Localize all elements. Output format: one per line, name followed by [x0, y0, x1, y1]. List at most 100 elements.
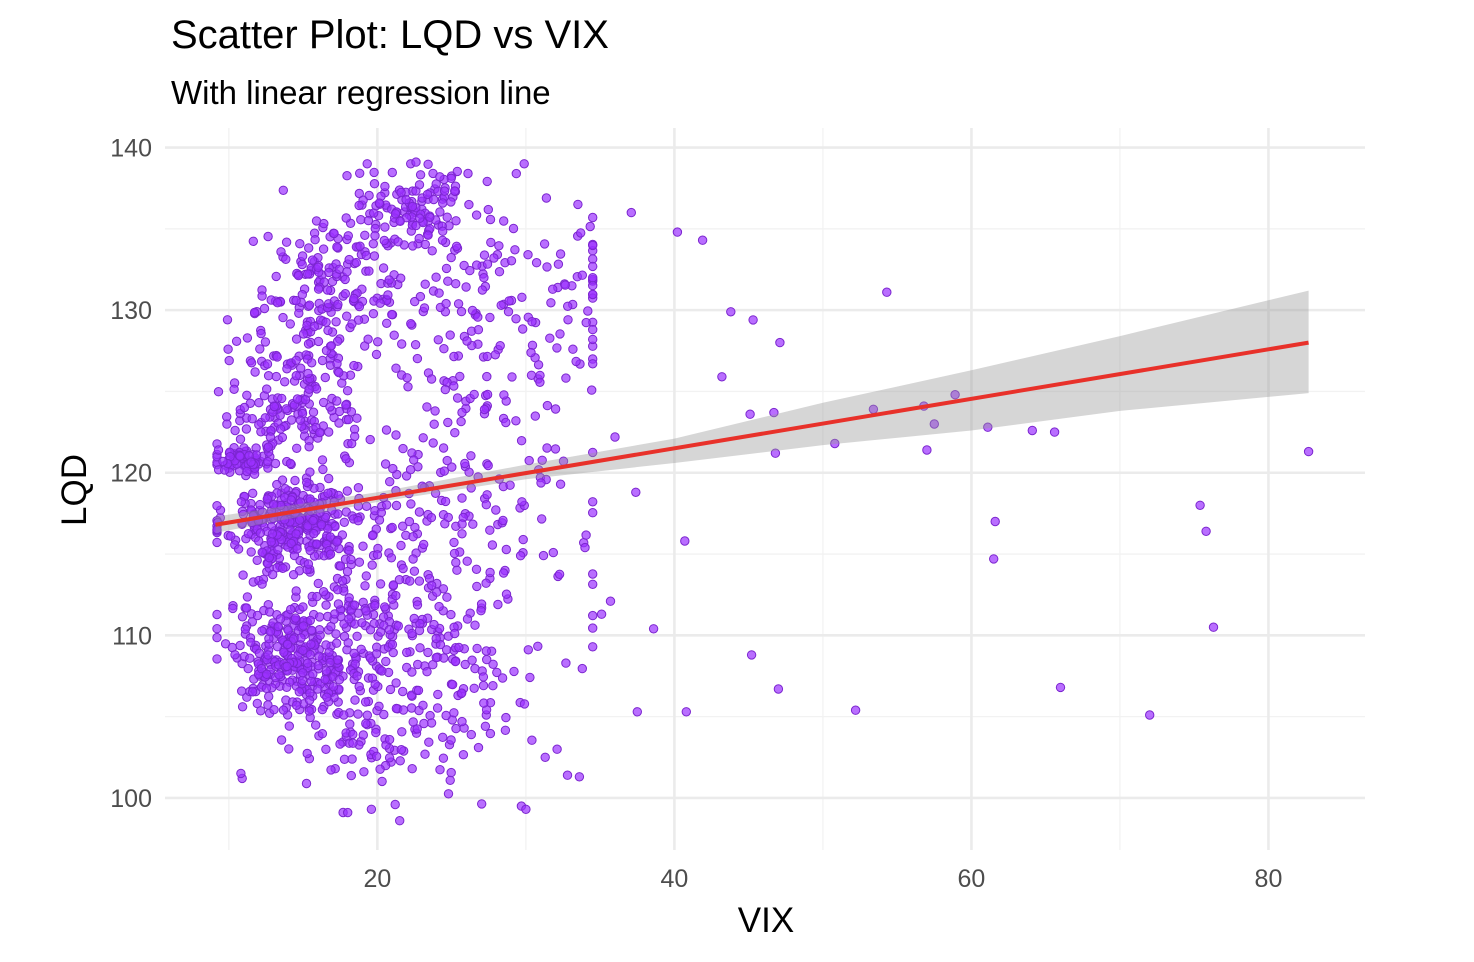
scatter-point	[454, 642, 464, 653]
scatter-point	[255, 499, 265, 510]
scatter-point	[434, 288, 444, 298]
scatter-point	[438, 198, 448, 208]
scatter-point	[371, 649, 382, 659]
scatter-point	[482, 259, 493, 269]
scatter-point	[270, 458, 281, 469]
scatter-point	[271, 371, 281, 382]
scatter-point	[446, 735, 456, 745]
scatter-point	[235, 451, 245, 461]
scatter-point	[265, 627, 276, 637]
scatter-point	[568, 344, 578, 354]
scatter-point	[588, 579, 598, 589]
scatter-point	[325, 532, 335, 542]
scatter-point	[291, 700, 302, 710]
scatter-point	[476, 606, 486, 616]
scatter-point	[314, 612, 325, 622]
scatter-point	[361, 250, 371, 261]
scatter-point	[524, 455, 534, 466]
scatter-point	[331, 629, 341, 639]
scatter-point	[278, 185, 288, 196]
scatter-point	[239, 402, 250, 413]
scatter-point	[457, 529, 467, 539]
scatter-point	[477, 285, 488, 295]
scatter-point	[588, 289, 598, 300]
scatter-point	[298, 645, 308, 656]
scatter-point	[386, 553, 397, 563]
scatter-point	[262, 359, 273, 369]
scatter-point	[212, 501, 222, 511]
scatter-point	[302, 477, 312, 488]
scatter-point	[261, 683, 272, 693]
scatter-point	[305, 467, 315, 477]
scatter-point	[371, 727, 381, 738]
scatter-point	[316, 520, 327, 530]
scatter-point	[553, 259, 564, 269]
scatter-point	[433, 335, 443, 345]
scatter-point	[356, 644, 366, 654]
scatter-point	[354, 557, 365, 567]
scatter-point	[282, 682, 292, 692]
scatter-point	[394, 575, 405, 585]
scatter-point	[350, 695, 360, 705]
scatter-point	[418, 433, 428, 443]
scatter-point	[402, 373, 412, 383]
scatter-point	[518, 324, 528, 334]
scatter-point	[351, 257, 361, 268]
scatter-point	[276, 735, 287, 745]
scatter-point	[456, 416, 466, 427]
scatter-point	[317, 455, 328, 465]
scatter-point	[384, 734, 395, 745]
scatter-point	[648, 624, 659, 634]
scatter-point	[331, 638, 342, 648]
scatter-point	[441, 298, 451, 309]
scatter-point	[573, 199, 583, 210]
scatter-point	[503, 307, 514, 317]
scatter-point	[411, 157, 421, 167]
scatter-point	[341, 400, 351, 410]
scatter-point	[280, 515, 290, 525]
scatter-point	[343, 414, 354, 425]
scatter-point	[542, 262, 552, 272]
scatter-point	[325, 657, 335, 668]
scatter-point	[333, 299, 343, 310]
scatter-point	[353, 516, 363, 526]
scatter-point	[438, 753, 449, 763]
scatter-point	[277, 432, 288, 443]
scatter-point	[989, 554, 999, 564]
scatter-point	[388, 647, 398, 658]
scatter-point	[422, 402, 432, 412]
scatter-point	[262, 384, 272, 394]
scatter-point	[555, 249, 566, 259]
scatter-point	[588, 642, 598, 652]
scatter-point	[449, 537, 459, 548]
scatter-point	[521, 804, 531, 814]
scatter-point	[726, 307, 736, 317]
scatter-point	[561, 373, 571, 383]
scatter-point	[290, 613, 301, 623]
scatter-point	[493, 599, 503, 610]
scatter-point	[588, 569, 598, 579]
scatter-point	[246, 547, 256, 557]
scatter-point	[296, 363, 306, 373]
scatter-point	[298, 621, 309, 631]
scatter-point	[384, 625, 394, 635]
scatter-point	[457, 519, 467, 529]
scatter-point	[334, 406, 345, 417]
scatter-point	[457, 688, 467, 698]
scatter-point	[313, 660, 323, 671]
scatter-point	[420, 749, 430, 759]
scatter-point	[519, 159, 529, 169]
scatter-point	[275, 614, 286, 624]
scatter-point	[241, 424, 252, 434]
scatter-point	[445, 775, 455, 785]
scatter-point	[632, 707, 642, 717]
scatter-point	[313, 284, 324, 294]
scatter-point	[237, 612, 248, 622]
scatter-point	[396, 745, 406, 755]
scatter-point	[301, 778, 312, 789]
scatter-point	[388, 580, 399, 590]
scatter-point	[305, 545, 315, 556]
scatter-point	[359, 767, 369, 777]
scatter-point	[335, 561, 346, 571]
